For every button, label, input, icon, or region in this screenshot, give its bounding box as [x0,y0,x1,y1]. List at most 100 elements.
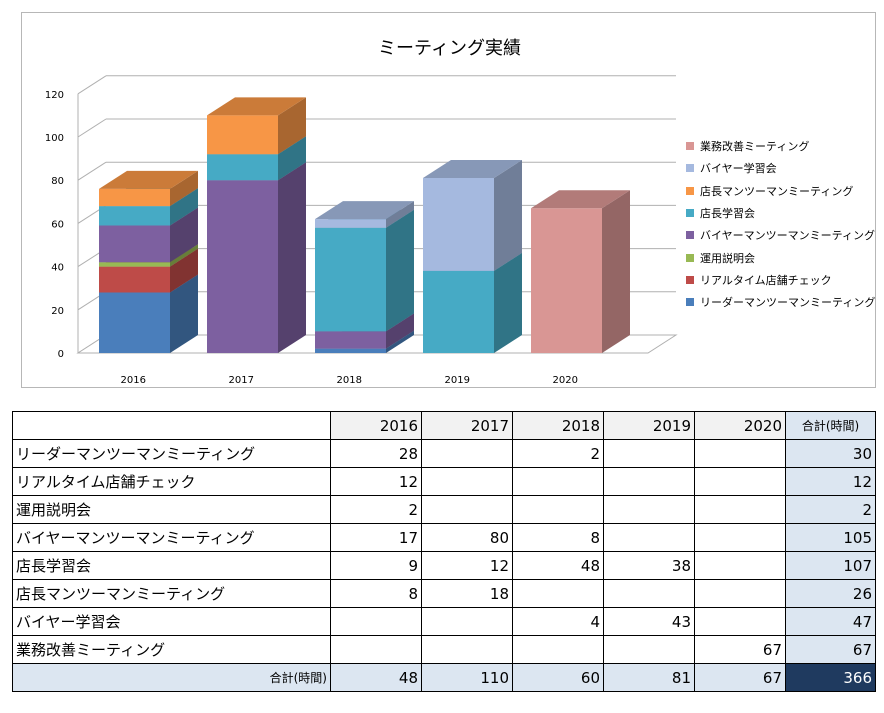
value-cell [694,551,786,580]
legend-swatch [686,164,694,173]
value-cell [603,467,695,496]
legend-swatch [686,186,694,195]
chart-legend: 業務改善ミーティング バイヤー学習会 店長マンツーマンミーティング 店長学習会 バイヤー… [686,135,875,313]
legend-item: リーダーマンツーマンミーティング [686,291,875,313]
value-cell: 28 [330,439,422,468]
row-label: 店長学習会 [12,551,331,580]
table-footer-row: 合計(時間) 48 110 60 81 67 366 [12,663,876,692]
footer-label: 合計(時間) [12,663,331,692]
value-cell: 2 [512,439,604,468]
x-tick-label: 2019 [445,375,470,386]
year-header: 2016 [330,411,422,440]
value-cell [330,607,422,636]
legend-label: 運用説明会 [700,251,755,265]
chart-title: ミーティング実績 [378,38,521,59]
y-tick-label: 20 [51,306,64,317]
value-cell [694,495,786,524]
value-cell [512,635,604,664]
grand-total: 366 [785,663,876,692]
bar-segment [207,97,306,155]
value-cell: 17 [330,523,422,552]
legend-label: バイヤーマンツーマンミーティング [700,229,876,243]
value-cell [330,635,422,664]
row-label: バイヤー学習会 [12,607,331,636]
value-cell [421,635,513,664]
row-label: リアルタイム店舗チェック [12,467,331,496]
value-cell [694,523,786,552]
legend-label: 店長学習会 [700,207,755,221]
value-cell [694,579,786,608]
legend-item: 店長学習会 [686,202,875,224]
value-cell: 8 [330,579,422,608]
value-cell: 18 [421,579,513,608]
row-total: 2 [785,495,876,524]
column-total: 81 [603,663,695,692]
row-total: 67 [785,635,876,664]
header-blank-cell [12,411,331,440]
column-total: 60 [512,663,604,692]
y-tick-label: 60 [51,219,64,230]
y-tick-label: 80 [51,176,64,187]
value-cell [603,523,695,552]
table-row: バイヤー学習会 4 43 47 [12,607,876,636]
chart-frame: 0 20 40 60 80 100 120 2016 2017 2018 2019 2020 ミーティ… [21,12,876,388]
bar-segment [315,201,414,228]
value-cell [603,579,695,608]
stacked-bar-chart: 0 20 40 60 80 100 120 2016 2017 2018 2019 2020 [45,75,678,386]
legend-swatch [686,209,694,218]
gridline-depth [77,118,107,138]
x-tick-label: 2017 [229,375,254,386]
bar-segment [315,209,414,332]
year-header: 2020 [694,411,786,440]
legend-item: 店長マンツーマンミーティング [686,180,875,202]
row-total: 47 [785,607,876,636]
value-cell [512,495,604,524]
value-cell [603,635,695,664]
value-cell: 80 [421,523,513,552]
table-row: 店長マンツーマンミーティング 8 18 26 [12,579,876,608]
legend-swatch [686,231,694,240]
value-cell [694,467,786,496]
legend-item: リアルタイム店舗チェック [686,269,875,291]
value-cell [421,467,513,496]
table-row: 店長学習会 9 12 48 38 107 [12,551,876,580]
value-cell: 12 [421,551,513,580]
year-header: 2019 [603,411,695,440]
y-tick-label: 120 [45,90,64,101]
year-header: 2017 [421,411,513,440]
y-tick-label: 40 [51,263,64,274]
value-cell: 67 [694,635,786,664]
x-tick-label: 2016 [121,375,146,386]
legend-item: 運用説明会 [686,246,875,268]
bar-segment [531,190,630,353]
y-tick-label: 100 [45,133,64,144]
legend-label: リーダーマンツーマンミーティング [700,296,876,310]
row-label: 店長マンツーマンミーティング [12,579,331,608]
y-tick-label: 0 [58,349,64,360]
value-cell: 38 [603,551,695,580]
value-cell [603,439,695,468]
table-row: 業務改善ミーティング 67 67 [12,635,876,664]
legend-swatch [686,253,694,262]
legend-swatch [686,142,694,151]
gridline-depth [77,75,107,95]
legend-label: バイヤー学習会 [700,162,777,176]
value-cell: 2 [330,495,422,524]
value-cell: 9 [330,551,422,580]
value-cell: 12 [330,467,422,496]
value-cell [512,467,604,496]
value-cell [694,607,786,636]
legend-swatch [686,275,694,284]
value-cell [512,579,604,608]
legend-swatch [686,298,694,307]
table-header-row: 2016 2017 2018 2019 2020 合計(時間) [12,411,876,440]
table-row: リーダーマンツーマンミーティング 28 2 30 [12,439,876,468]
row-label: 業務改善ミーティング [12,635,331,664]
total-header: 合計(時間) [785,411,876,440]
row-total: 26 [785,579,876,608]
bar-segment [423,160,522,271]
bar-segment [99,170,198,207]
value-cell [421,439,513,468]
gridline-depth [77,161,107,181]
legend-item: バイヤー学習会 [686,157,875,179]
